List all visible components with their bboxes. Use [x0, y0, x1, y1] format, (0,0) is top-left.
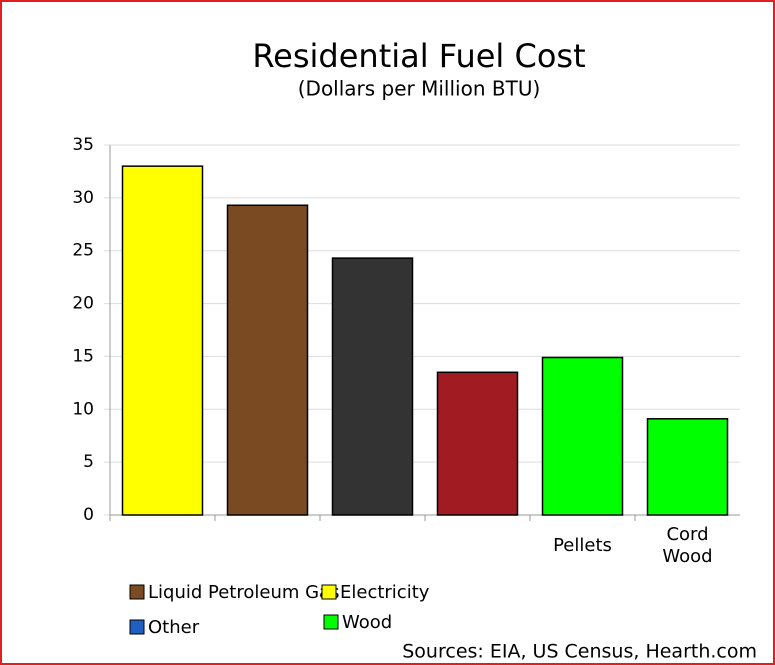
legend-label: Electricity	[340, 582, 430, 603]
y-tick-label: 5	[83, 452, 94, 472]
legend-swatch	[129, 619, 145, 635]
bar	[331, 257, 414, 516]
bar	[121, 165, 204, 516]
chart-title: Residential Fuel Cost	[252, 37, 585, 75]
legend-label: Other	[148, 617, 200, 638]
legend-label: Liquid Petroleum Gas	[148, 582, 339, 603]
legend-label: Wood	[342, 612, 392, 633]
y-tick-label: 20	[72, 294, 94, 314]
y-tick-label: 0	[83, 505, 94, 525]
y-tick-label: 25	[72, 241, 94, 261]
source-note: Sources: EIA, US Census, Hearth.com	[402, 641, 757, 663]
y-tick-label: 10	[72, 399, 94, 419]
bar	[226, 204, 309, 516]
bar	[541, 356, 624, 516]
legend-swatch	[321, 584, 337, 600]
bar	[646, 418, 729, 516]
legend-swatch	[323, 614, 339, 630]
y-tick-label: 30	[72, 188, 94, 208]
x-tick-label: Cord Wood	[662, 524, 713, 567]
x-tick-label: Pellets	[553, 535, 612, 556]
y-tick-label: 35	[72, 135, 94, 155]
chart-subtitle: (Dollars per Million BTU)	[298, 77, 541, 101]
y-tick-label: 15	[72, 346, 94, 366]
legend-swatch	[129, 584, 145, 600]
bar	[436, 371, 519, 516]
